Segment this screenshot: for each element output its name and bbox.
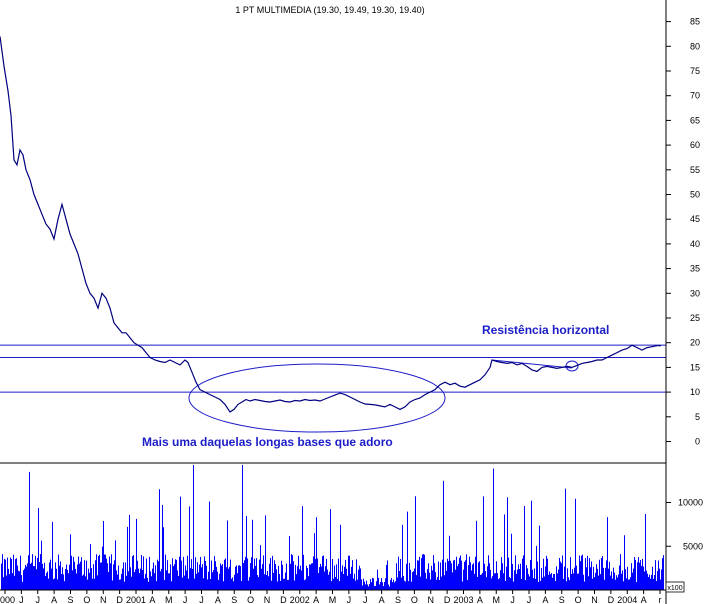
volume-axis-ticks: 10000 5000 <box>666 498 703 551</box>
time-tick-label: 2003 <box>453 595 473 604</box>
time-tick-label: N <box>428 595 435 604</box>
time-tick-label: J <box>199 595 204 604</box>
time-tick-label: D <box>444 595 451 604</box>
price-tick-label: 25 <box>690 313 700 323</box>
time-axis-ticks: 2000JJASOND2001AMJJASOND2002AMJJASOND200… <box>0 590 662 604</box>
time-tick-label: D <box>608 595 615 604</box>
time-tick-label: A <box>477 595 483 604</box>
time-tick-label: S <box>395 595 401 604</box>
price-tick-label: 35 <box>690 264 700 274</box>
time-tick-label: A <box>149 595 155 604</box>
time-tick-label: S <box>67 595 73 604</box>
time-tick-label: J <box>347 595 352 604</box>
resistance-annotation: Resistência horizontal <box>482 323 609 337</box>
time-tick-label: M <box>329 595 337 604</box>
price-tick-label: 5 <box>695 412 700 422</box>
time-tick-label: O <box>247 595 254 604</box>
time-tick-label: S <box>559 595 565 604</box>
price-tick-label: 45 <box>690 214 700 224</box>
price-tick-label: 75 <box>690 66 700 76</box>
volume-bars <box>1 465 664 590</box>
price-tick-label: 15 <box>690 362 700 372</box>
time-tick-label: N <box>264 595 271 604</box>
price-tick-label: 85 <box>690 17 700 27</box>
time-tick-label: A <box>379 595 385 604</box>
time-tick-label: A <box>215 595 221 604</box>
time-tick-label: S <box>231 595 237 604</box>
price-series-line <box>0 36 661 413</box>
time-tick-label: A <box>641 595 647 604</box>
base-annotation: Mais uma daquelas longas bases que adoro <box>142 435 393 449</box>
price-tick-label: 70 <box>690 91 700 101</box>
time-tick-label: 2001 <box>126 595 146 604</box>
time-tick-label: 2004 <box>617 595 637 604</box>
time-tick-label: D <box>280 595 287 604</box>
time-tick-label: J <box>183 595 188 604</box>
base-ellipse <box>188 363 446 433</box>
time-tick-label: J <box>19 595 24 604</box>
time-tick-label: 2002 <box>290 595 310 604</box>
price-tick-label: 55 <box>690 165 700 175</box>
price-tick-label: 0 <box>695 437 700 447</box>
time-tick-label: O <box>575 595 582 604</box>
price-tick-label: 50 <box>690 190 700 200</box>
time-tick-label: A <box>542 595 548 604</box>
time-tick-label: J <box>36 595 41 604</box>
price-tick-label: 80 <box>690 41 700 51</box>
time-tick-label: r <box>659 595 662 604</box>
time-tick-label: J <box>510 595 515 604</box>
price-tick-label: 60 <box>690 140 700 150</box>
price-tick-label: 30 <box>690 288 700 298</box>
price-tick-label: 20 <box>690 338 700 348</box>
volume-tick-label: 10000 <box>678 498 703 508</box>
time-tick-label: J <box>527 595 532 604</box>
price-tick-label: 40 <box>690 239 700 249</box>
time-tick-label: O <box>411 595 418 604</box>
time-tick-label: M <box>165 595 173 604</box>
time-tick-label: D <box>116 595 123 604</box>
time-tick-label: N <box>100 595 107 604</box>
price-tick-label: 65 <box>690 115 700 125</box>
time-tick-label: J <box>363 595 368 604</box>
time-tick-label: A <box>313 595 319 604</box>
time-tick-label: M <box>493 595 501 604</box>
time-tick-label: 2000 <box>0 595 15 604</box>
volume-tick-label: 5000 <box>683 541 703 551</box>
chart-title: 1 PT MULTIMEDIA (19.30, 19.49, 19.30, 19… <box>235 5 424 15</box>
time-tick-label: O <box>83 595 90 604</box>
time-tick-label: A <box>51 595 57 604</box>
price-tick-label: 10 <box>690 387 700 397</box>
volume-multiplier-label: x100 <box>667 585 682 592</box>
trend-segment <box>491 359 573 369</box>
time-tick-label: N <box>591 595 598 604</box>
horizontal-reference-lines <box>0 344 666 393</box>
volume-multiplier-box <box>665 581 685 593</box>
